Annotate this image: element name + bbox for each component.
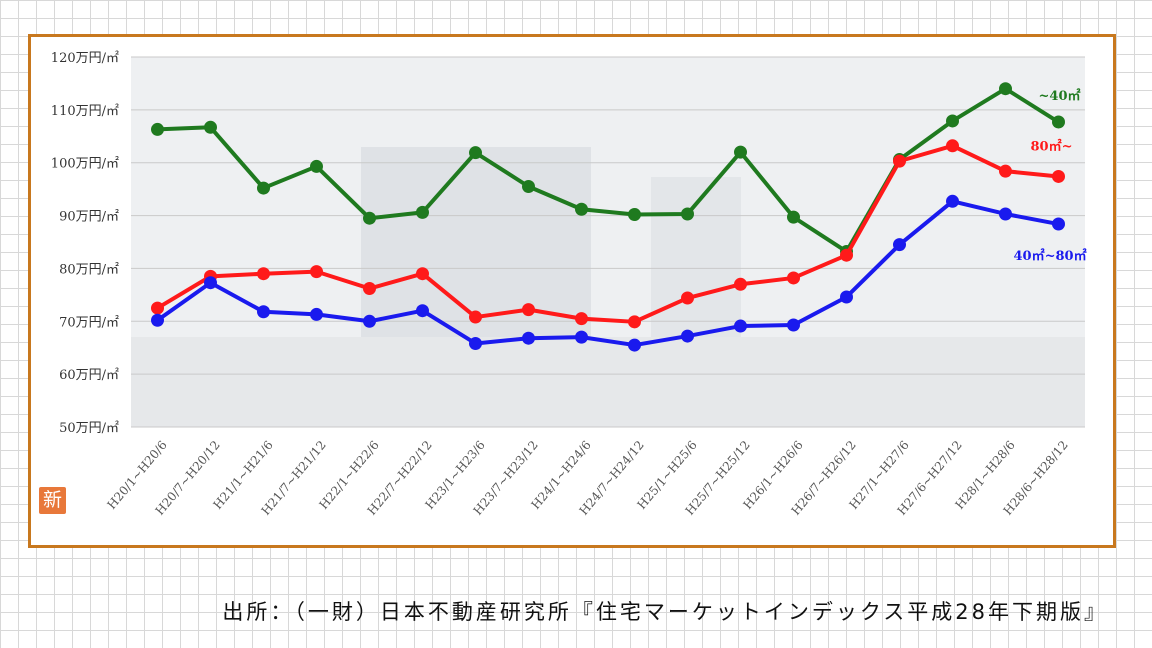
series-point (946, 114, 959, 128)
series-point (734, 145, 747, 159)
series-point (257, 267, 270, 281)
series-point (363, 314, 376, 328)
series-point (893, 154, 906, 168)
chart-frame: 50万円/㎡ 60万円/㎡ 70万円/㎡ 80万円/㎡ 90万円/㎡ 100万円/㎡ 110… (28, 34, 1116, 548)
y-tick-label: 100万円/㎡ (51, 157, 119, 172)
series-point (416, 304, 429, 318)
y-tick-label: 70万円/㎡ (59, 315, 119, 330)
series-point (628, 315, 641, 329)
series-point (999, 82, 1012, 96)
series-point (681, 329, 694, 343)
series-point (575, 312, 588, 326)
series-point (204, 120, 217, 134)
series-point (946, 194, 959, 208)
series-point (787, 210, 800, 224)
y-tick-label: 80万円/㎡ (59, 262, 119, 277)
new-badge: 新 (39, 487, 66, 514)
series-point (734, 277, 747, 291)
series-point (151, 122, 164, 136)
series-point (1052, 169, 1065, 183)
series-point (310, 307, 323, 321)
series-point (151, 301, 164, 315)
series-label: ~40㎡ (1039, 88, 1081, 104)
series-point (628, 338, 641, 352)
series-point (416, 205, 429, 219)
series-point (204, 276, 217, 290)
series-point (310, 265, 323, 279)
series-point (946, 139, 959, 153)
series-point (363, 282, 376, 296)
series-point (310, 159, 323, 173)
y-tick-label: 120万円/㎡ (51, 51, 119, 66)
y-tick-label: 50万円/㎡ (59, 421, 119, 436)
series-point (257, 181, 270, 195)
series-point (734, 319, 747, 333)
series-point (893, 238, 906, 252)
series-point (840, 248, 853, 262)
series-point (151, 313, 164, 327)
series-point (363, 211, 376, 225)
series-point (628, 208, 641, 222)
series-point (416, 267, 429, 281)
series-point (522, 331, 535, 345)
series-point (575, 330, 588, 344)
series-point (681, 291, 694, 305)
series-point (257, 305, 270, 319)
y-tick-label: 60万円/㎡ (59, 368, 119, 383)
series-point (681, 207, 694, 221)
series-point (522, 180, 535, 193)
series-point (1052, 217, 1065, 231)
series-point (787, 271, 800, 285)
background-bridge (131, 337, 1085, 427)
series-point (522, 303, 535, 317)
line-chart: 50万円/㎡ 60万円/㎡ 70万円/㎡ 80万円/㎡ 90万円/㎡ 100万円/㎡ 110… (51, 51, 1087, 518)
series-point (469, 146, 482, 160)
series-point (1052, 115, 1065, 129)
series-line (156, 143, 1059, 324)
series-point (575, 202, 588, 216)
series-line (156, 199, 1059, 348)
series-point (787, 318, 800, 332)
series-point (469, 310, 482, 324)
series-label: 80㎡~ (1031, 138, 1073, 154)
series-point (999, 164, 1012, 178)
series-label: 40㎡~80㎡ (1014, 248, 1087, 264)
y-tick-label: 110万円/㎡ (51, 104, 119, 119)
series-point (840, 290, 853, 304)
series-line (157, 86, 1060, 254)
series-point (469, 336, 482, 350)
y-tick-label: 90万円/㎡ (59, 210, 119, 225)
series-point (999, 207, 1012, 221)
source-caption: 出所：（一財）日本不動産研究所『住宅マーケットインデックス平成28年下期版』 (222, 600, 1108, 624)
